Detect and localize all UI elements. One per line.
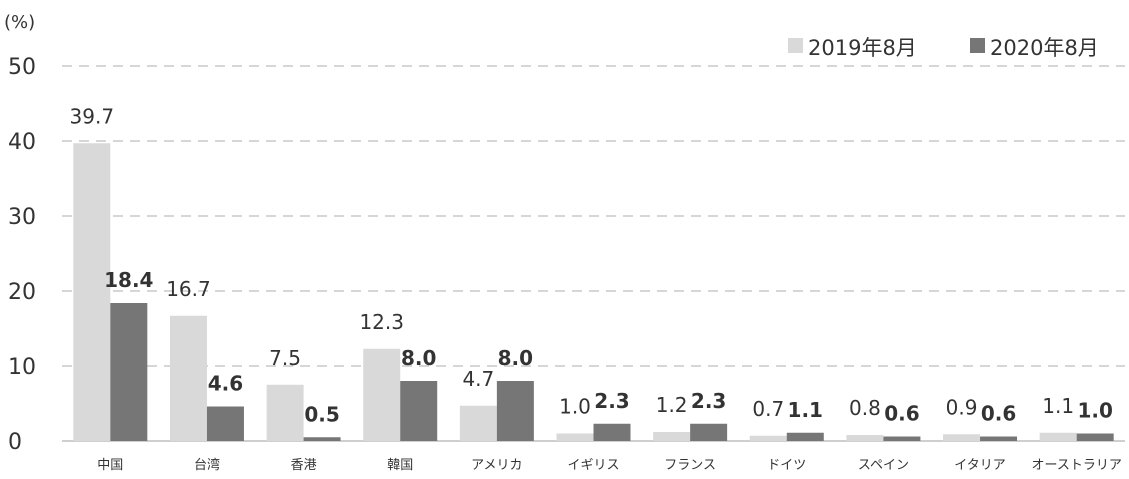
y-tick-label: 0 bbox=[8, 430, 22, 455]
y-tick-label: 10 bbox=[8, 355, 36, 380]
data-label-2019: 0.9 bbox=[946, 395, 978, 419]
data-label-2019: 7.5 bbox=[269, 346, 301, 370]
bar-2020 bbox=[110, 303, 148, 441]
bar-2019 bbox=[266, 384, 304, 441]
y-unit-label: (%) bbox=[4, 12, 35, 33]
bar-2019 bbox=[846, 435, 884, 441]
legend-swatch bbox=[970, 38, 985, 53]
y-tick-label: 50 bbox=[8, 55, 36, 80]
data-label-2020: 0.5 bbox=[304, 402, 339, 426]
data-label-2019: 0.8 bbox=[849, 396, 881, 420]
bar-2020 bbox=[786, 432, 824, 441]
data-label-2020: 2.3 bbox=[594, 389, 629, 413]
legend-item-2020: 2020年8月 bbox=[970, 36, 1099, 60]
data-label-2020: 1.1 bbox=[788, 398, 823, 422]
x-category-label: イギリス bbox=[567, 458, 619, 473]
bar-2020 bbox=[883, 436, 921, 441]
bar-2020 bbox=[1076, 433, 1114, 441]
data-label-2020: 2.3 bbox=[691, 389, 726, 413]
x-category-label: 韓国 bbox=[387, 458, 413, 473]
x-category-label: スペイン bbox=[858, 458, 909, 473]
bar-2020 bbox=[400, 381, 438, 441]
bar-2019 bbox=[749, 435, 787, 441]
x-category-label: オーストラリア bbox=[1032, 458, 1122, 473]
bar-2019 bbox=[363, 348, 401, 441]
x-category-label: 中国 bbox=[97, 458, 123, 473]
y-tick-label: 30 bbox=[8, 205, 36, 230]
bar-2019 bbox=[73, 143, 111, 441]
data-label-2019: 0.7 bbox=[752, 397, 784, 421]
y-tick-label: 20 bbox=[8, 280, 36, 305]
bar-2019 bbox=[459, 405, 497, 441]
x-category-label: ドイツ bbox=[767, 458, 806, 473]
data-label-2019: 1.2 bbox=[656, 393, 688, 417]
y-tick-label: 40 bbox=[8, 130, 36, 155]
bar-2019 bbox=[1039, 432, 1077, 441]
data-label-2019: 1.0 bbox=[559, 395, 591, 419]
data-label-2020: 8.0 bbox=[498, 346, 533, 370]
legend-item-2019: 2019年8月 bbox=[788, 36, 917, 60]
data-label-2019: 4.7 bbox=[462, 367, 494, 391]
data-label-2019: 39.7 bbox=[70, 104, 115, 128]
data-label-2020: 0.6 bbox=[981, 402, 1016, 426]
data-label-2020: 8.0 bbox=[401, 346, 436, 370]
bar-2020 bbox=[303, 437, 341, 441]
data-label-2020: 4.6 bbox=[208, 372, 243, 396]
x-category-label: 香港 bbox=[291, 458, 317, 473]
x-category-label: フランス bbox=[664, 458, 716, 473]
x-category-label: アメリカ bbox=[471, 458, 522, 473]
legend-label: 2020年8月 bbox=[990, 36, 1099, 60]
bar-2020 bbox=[496, 381, 534, 441]
legend-swatch bbox=[788, 38, 803, 53]
legend-label: 2019年8月 bbox=[808, 36, 917, 60]
x-category-label: 台湾 bbox=[194, 457, 220, 473]
bar-2019 bbox=[169, 315, 207, 441]
data-label-2019: 16.7 bbox=[166, 277, 211, 301]
x-category-label: イタリア bbox=[954, 458, 1005, 473]
data-label-2020: 18.4 bbox=[104, 268, 153, 292]
data-label-2019: 1.1 bbox=[1042, 394, 1074, 418]
bar-2020 bbox=[206, 406, 244, 441]
data-label-2019: 12.3 bbox=[359, 310, 404, 334]
bar-2020 bbox=[593, 423, 631, 441]
bar-2019 bbox=[943, 434, 981, 441]
data-label-2020: 0.6 bbox=[884, 402, 919, 426]
bar-2020 bbox=[690, 423, 728, 441]
bar-2019 bbox=[556, 433, 594, 441]
data-label-2020: 1.0 bbox=[1077, 399, 1112, 423]
bar-2020 bbox=[980, 436, 1018, 441]
bar-2019 bbox=[653, 432, 691, 441]
